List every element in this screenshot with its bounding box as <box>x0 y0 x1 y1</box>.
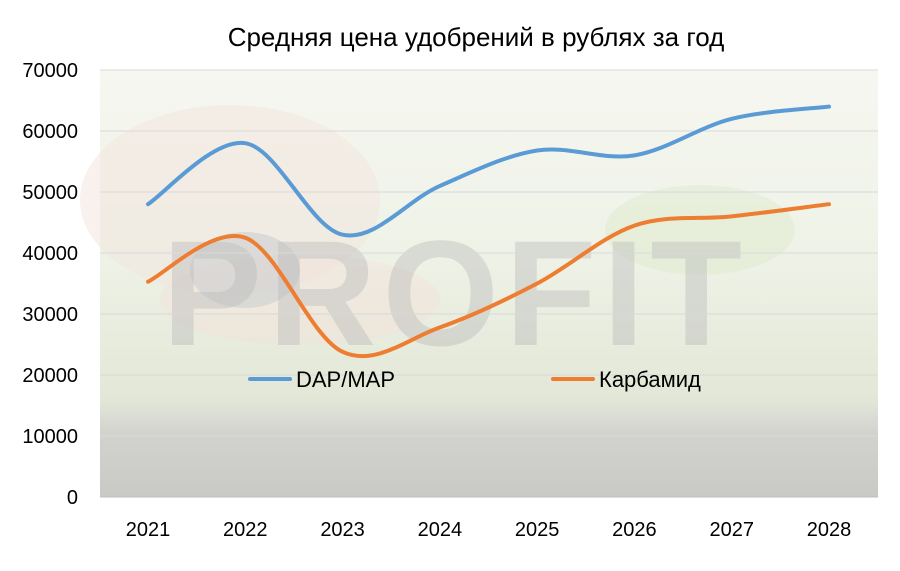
legend-label: Карбамид <box>599 367 701 392</box>
profit-watermark: PROFIT <box>162 209 748 377</box>
y-axis-ticks: 0 10000 20000 30000 40000 50000 60000 70000 <box>22 60 78 509</box>
background-photo <box>80 70 878 497</box>
x-tick-label: 2024 <box>418 519 463 541</box>
y-tick-label: 20000 <box>22 365 78 387</box>
x-axis-ticks: 2021 2022 2023 2024 2025 2026 2027 2028 <box>126 519 852 541</box>
series-line-0 <box>146 104 831 238</box>
x-tick-label: 2028 <box>807 519 852 541</box>
y-tick-label: 0 <box>67 487 78 509</box>
y-tick-label: 50000 <box>22 182 78 204</box>
y-tick-label: 60000 <box>22 121 78 143</box>
x-tick-label: 2027 <box>709 519 754 541</box>
x-tick-label: 2022 <box>223 519 268 541</box>
y-tick-label: 10000 <box>22 426 78 448</box>
x-tick-label: 2021 <box>126 519 171 541</box>
y-tick-label: 40000 <box>22 243 78 265</box>
x-tick-label: 2026 <box>612 519 657 541</box>
grid-lines <box>100 69 878 498</box>
legend: DAP/MAP Карбамид <box>248 367 701 392</box>
legend-label: DAP/MAP <box>296 367 395 392</box>
y-tick-label: 30000 <box>22 304 78 326</box>
x-tick-label: 2023 <box>320 519 365 541</box>
series-line-1 <box>146 202 831 359</box>
x-tick-label: 2025 <box>515 519 560 541</box>
y-tick-label: 70000 <box>22 60 78 82</box>
chart-title: Средняя цена удобрений в рублях за год <box>228 22 725 52</box>
series-lines <box>146 104 831 359</box>
